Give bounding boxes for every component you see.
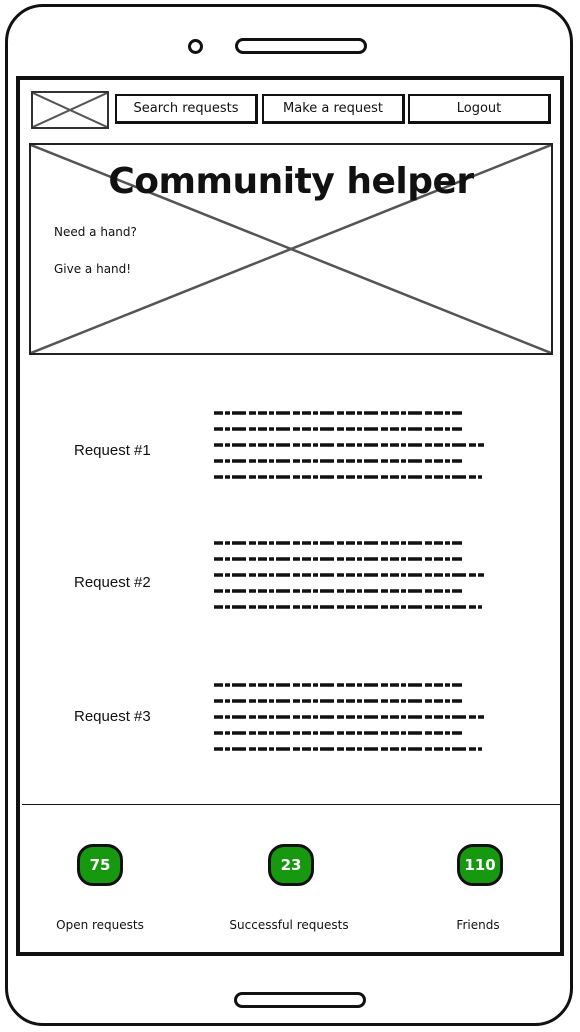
logout-button[interactable]: Logout: [408, 94, 551, 124]
hero-tagline-need: Need a hand?: [54, 225, 137, 239]
request-title[interactable]: Request #3: [74, 708, 151, 725]
speaker-grille: [235, 38, 367, 54]
request-title[interactable]: Request #2: [74, 574, 151, 591]
hero-image-icon: [31, 145, 551, 353]
request-title[interactable]: Request #1: [74, 442, 151, 459]
hero-banner: Community helper Need a hand? Give a han…: [29, 143, 553, 355]
successful-requests-badge[interactable]: 23: [268, 844, 314, 886]
footer-divider: [22, 804, 560, 805]
make-request-button[interactable]: Make a request: [262, 94, 405, 124]
logo-placeholder: [31, 91, 109, 129]
hero-tagline-give: Give a hand!: [54, 262, 132, 276]
friends-label: Friends: [456, 918, 500, 932]
search-requests-button[interactable]: Search requests: [115, 94, 258, 124]
logo-image-icon: [33, 93, 107, 127]
request-description-placeholder: [214, 683, 484, 751]
request-description-placeholder: [214, 411, 484, 479]
request-description-placeholder: [214, 541, 484, 609]
app-screen: Search requests Make a request Logout Co…: [16, 76, 564, 956]
open-requests-badge[interactable]: 75: [77, 844, 123, 886]
open-requests-label: Open requests: [56, 918, 144, 932]
home-button[interactable]: [234, 992, 366, 1008]
page-title: Community helper: [108, 161, 474, 202]
successful-requests-label: Successful requests: [229, 918, 349, 932]
camera-icon: [188, 39, 203, 54]
friends-badge[interactable]: 110: [457, 844, 503, 886]
